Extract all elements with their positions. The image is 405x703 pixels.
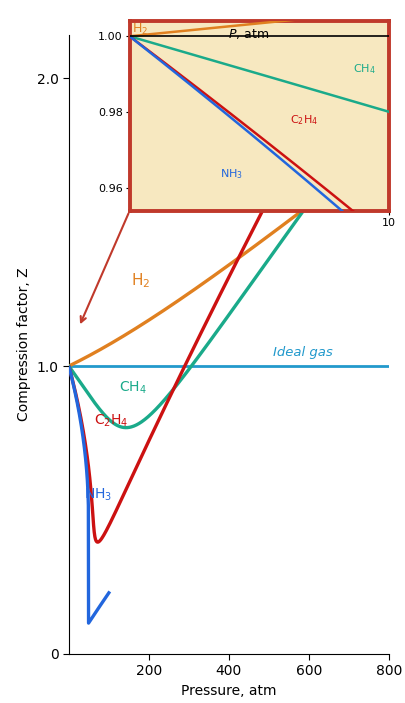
- Text: $\mathrm{NH_3}$: $\mathrm{NH_3}$: [84, 486, 112, 503]
- Text: $\mathrm{H_2}$: $\mathrm{H_2}$: [131, 271, 150, 290]
- Text: $\it{P}$, atm: $\it{P}$, atm: [228, 27, 269, 41]
- Text: Ideal gas: Ideal gas: [273, 346, 333, 359]
- X-axis label: Pressure, atm: Pressure, atm: [181, 684, 277, 698]
- Text: $\mathrm{NH_3}$: $\mathrm{NH_3}$: [220, 167, 243, 181]
- Y-axis label: Compression factor, Z: Compression factor, Z: [17, 268, 31, 421]
- Text: $\mathrm{CH_4}$: $\mathrm{CH_4}$: [352, 63, 375, 76]
- Text: $\mathrm{C_2H_4}$: $\mathrm{C_2H_4}$: [94, 413, 128, 430]
- Text: $\mathrm{H_2}$: $\mathrm{H_2}$: [132, 22, 148, 37]
- Text: $\mathrm{CH_4}$: $\mathrm{CH_4}$: [119, 380, 147, 396]
- Text: $\mathrm{C_2H_4}$: $\mathrm{C_2H_4}$: [290, 114, 318, 127]
